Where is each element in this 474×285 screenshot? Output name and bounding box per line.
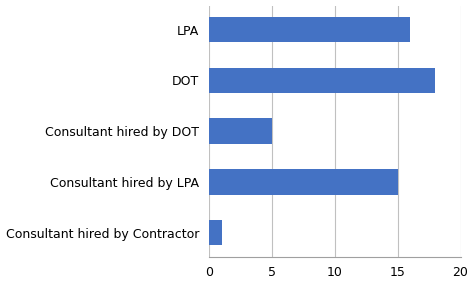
Bar — [210, 68, 436, 93]
Bar — [210, 17, 410, 42]
Bar — [210, 220, 222, 245]
Bar — [210, 169, 398, 195]
Bar — [210, 119, 272, 144]
